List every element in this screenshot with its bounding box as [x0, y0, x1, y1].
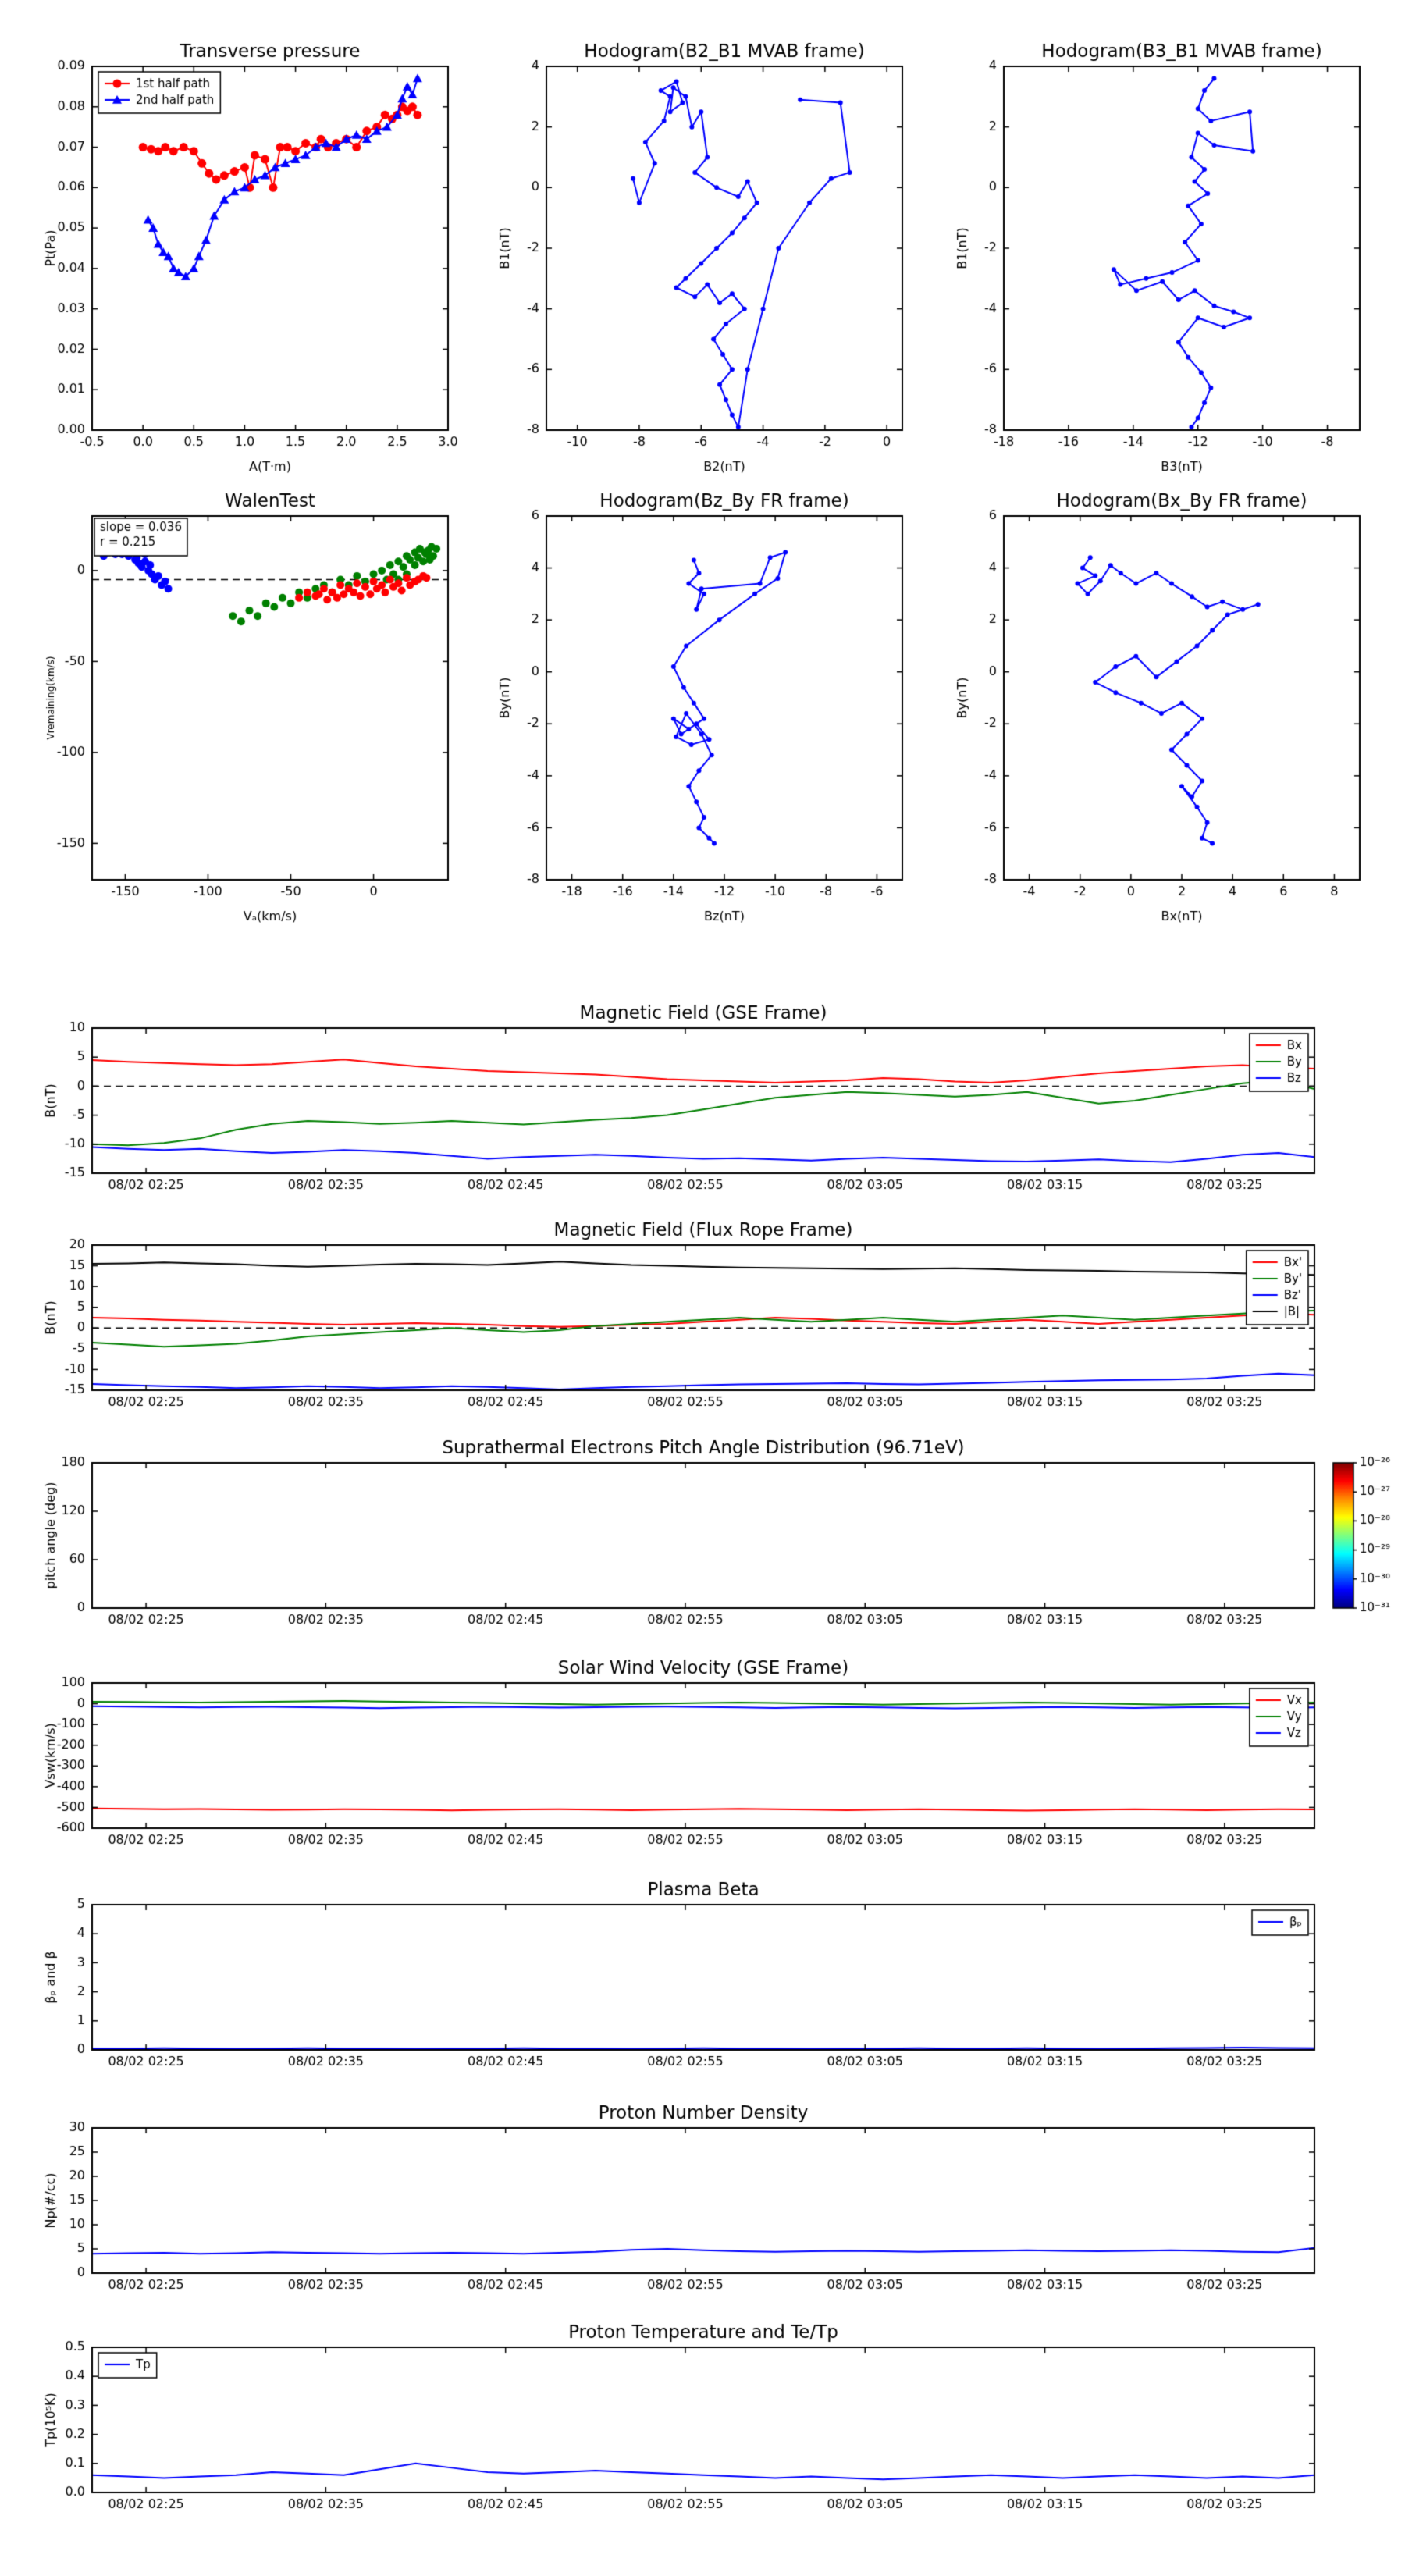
transverse-pressure-plot	[27, 38, 479, 480]
walen-test-plot	[27, 488, 479, 930]
hodogram-bz-by-plot	[481, 488, 934, 930]
solar-wind-velocity-plot	[37, 1656, 1405, 1861]
proton-density-plot	[37, 2101, 1405, 2306]
magnetic-field-gse-plot	[37, 1002, 1405, 1206]
hodogram-b3-b1-plot	[938, 38, 1391, 480]
magnetic-field-flux-rope-plot	[37, 1219, 1405, 1423]
plasma-beta-plot	[37, 1878, 1405, 2083]
hodogram-b2-b1-plot	[481, 38, 934, 480]
electron-pitch-angle-plot	[37, 1436, 1405, 1641]
proton-temperature-plot	[37, 2321, 1405, 2525]
hodogram-bx-by-plot	[938, 488, 1391, 930]
